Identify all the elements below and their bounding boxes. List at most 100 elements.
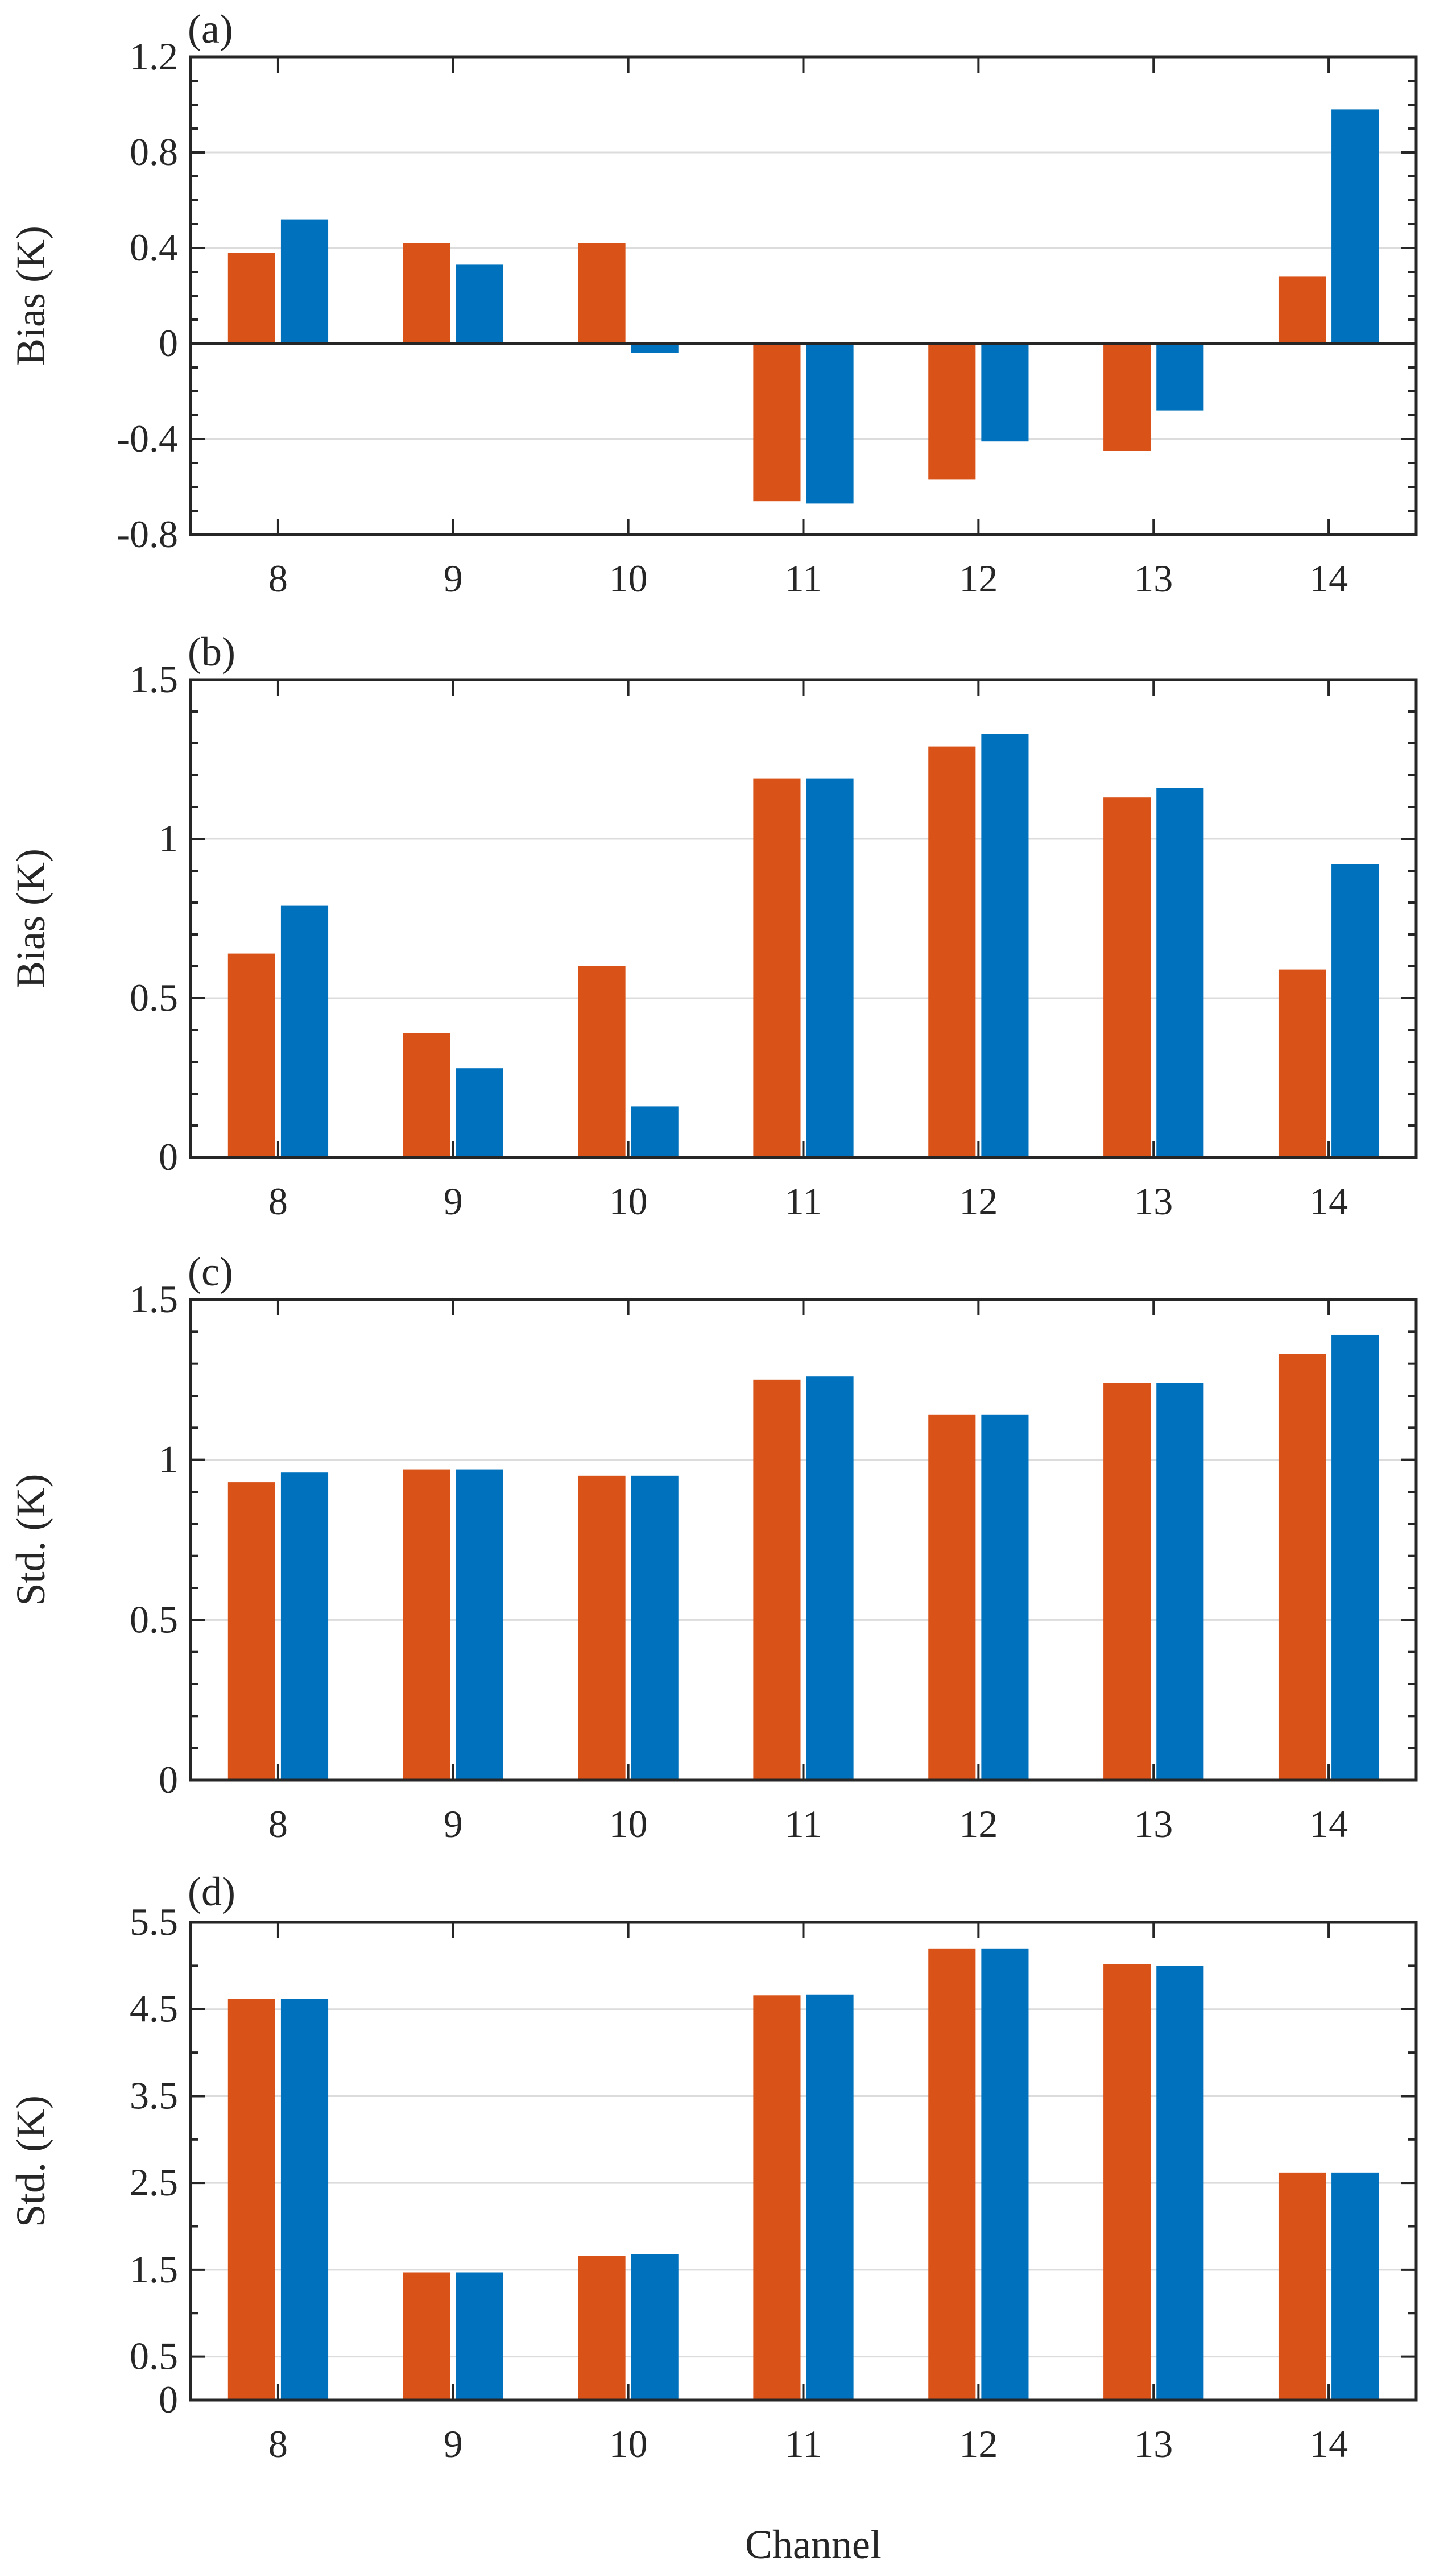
bar-series-2 [1331,864,1379,1157]
bar-series-1 [578,1475,626,1780]
bar-series-1 [1278,276,1326,344]
bar-series-2 [456,2272,503,2400]
bar-series-1 [1103,344,1151,451]
panel-label: (a) [188,6,233,52]
bar-series-1 [228,1999,275,2400]
y-tick-label: -0.8 [117,512,178,556]
bar-series-1 [753,1995,801,2400]
y-tick-label: 0.5 [130,2335,178,2378]
bar-series-2 [1331,2172,1379,2400]
x-tick-label: 13 [1134,1802,1173,1846]
bar-series-2 [1331,109,1379,344]
bar-series-2 [631,1475,679,1780]
x-tick-label: 8 [268,1802,288,1846]
y-tick-label: 5.5 [130,1900,178,1943]
bar-series-2 [1331,1334,1379,1780]
bar-series-1 [403,1469,450,1780]
bar-series-2 [981,1414,1029,1780]
bar-series-1 [1103,797,1151,1157]
chart-panel-c: 0 0.5 1 1.5 8 9 10 11 12 13 14 Std. (K) (c) [8,1249,1418,1846]
panel-label: (b) [188,629,235,675]
x-tick-label: 12 [959,557,998,600]
bar-series-1 [578,2256,626,2400]
x-tick-label: 13 [1134,1180,1173,1223]
x-tick-label: 10 [609,2422,648,2465]
x-tick-label: 12 [959,1802,998,1846]
y-tick-label: 3.5 [130,2074,178,2117]
x-tick-label: 9 [444,1180,463,1223]
bar-series-2 [631,1106,679,1157]
bar-series-2 [806,344,854,504]
bar-series-1 [403,243,450,344]
bar-series-2 [1156,344,1204,411]
bar-series-1 [1103,1383,1151,1780]
chart-panel-b: 0 0.5 1 1.5 8 9 10 11 12 13 14 Bias (K) (b) [8,629,1418,1223]
x-tick-label: 14 [1309,2422,1348,2465]
x-tick-label: 14 [1309,1802,1348,1846]
x-tick-label: 8 [268,2422,288,2465]
bar-series-1 [928,344,976,480]
x-axis-title: Channel [745,2522,882,2567]
x-tick-label: 11 [785,1802,822,1846]
y-tick-label: 1 [159,817,178,860]
axes-frame [189,678,1418,1159]
x-tick-label: 10 [609,1180,648,1223]
y-tick-label: 0.5 [130,976,178,1019]
y-tick-label: -0.4 [117,417,178,460]
bar-series-2 [981,1948,1029,2400]
x-tick-label: 9 [444,1802,463,1846]
x-tick-label: 14 [1309,557,1348,600]
x-tick-label: 11 [785,1180,822,1223]
y-axis-title: Bias (K) [8,226,53,366]
panel-label: (d) [188,1869,235,1914]
y-tick-label: 0.5 [130,1598,178,1641]
bar-series-2 [631,344,679,353]
bar-series-2 [981,344,1029,442]
bar-series-1 [928,746,976,1157]
bar-series-2 [280,905,329,1157]
y-tick-label: 0.4 [130,226,178,269]
bar-series-1 [753,344,801,502]
x-tick-label: 10 [609,557,648,600]
y-tick-label: 0 [159,321,178,365]
bar-series-1 [1278,969,1326,1157]
bar-series-2 [631,2254,679,2400]
bar-series-1 [1278,1354,1326,1780]
y-axis-title: Std. (K) [8,2095,53,2227]
bar-series-1 [578,966,626,1157]
bar-series-2 [280,219,329,344]
y-axis-title: Bias (K) [8,849,53,988]
x-tick-label: 14 [1309,1180,1348,1223]
chart-panel-d: 00.5 1.5 2.5 3.5 4.5 5.5 8 9 10 11 12 13 14 Std. (K) (… [8,1869,1418,2465]
bar-series-2 [1156,1383,1204,1780]
axes-frame [189,1921,1418,2402]
bar-series-2 [280,1472,329,1780]
x-tick-label: 12 [959,2422,998,2465]
bar-series-2 [806,1376,854,1780]
bar-series-1 [228,253,275,344]
y-tick-label: 0 [159,2378,178,2421]
bar-series-2 [456,264,503,344]
bar-series-2 [1156,1966,1204,2400]
y-tick-label: 1.2 [130,35,178,78]
x-tick-label: 8 [268,557,288,600]
x-tick-label: 9 [444,557,463,600]
y-tick-label: 1.5 [130,657,178,701]
bar-series-1 [928,1414,976,1780]
x-tick-label: 13 [1134,2422,1173,2465]
bar-series-1 [753,778,801,1157]
y-tick-label: 1 [159,1438,178,1481]
x-tick-label: 9 [444,2422,463,2465]
y-tick-label: 0.8 [130,130,178,173]
bar-series-2 [981,734,1029,1157]
x-tick-label: 13 [1134,557,1173,600]
bar-series-1 [753,1379,801,1780]
bar-series-2 [456,1469,503,1780]
y-axis-title: Std. (K) [8,1474,53,1606]
y-tick-label: 4.5 [130,1987,178,2030]
bar-series-1 [1103,1964,1151,2400]
bar-series-2 [1156,788,1204,1157]
x-tick-label: 10 [609,1802,648,1846]
bar-series-2 [806,778,854,1157]
y-tick-label: 1.5 [130,1277,178,1321]
